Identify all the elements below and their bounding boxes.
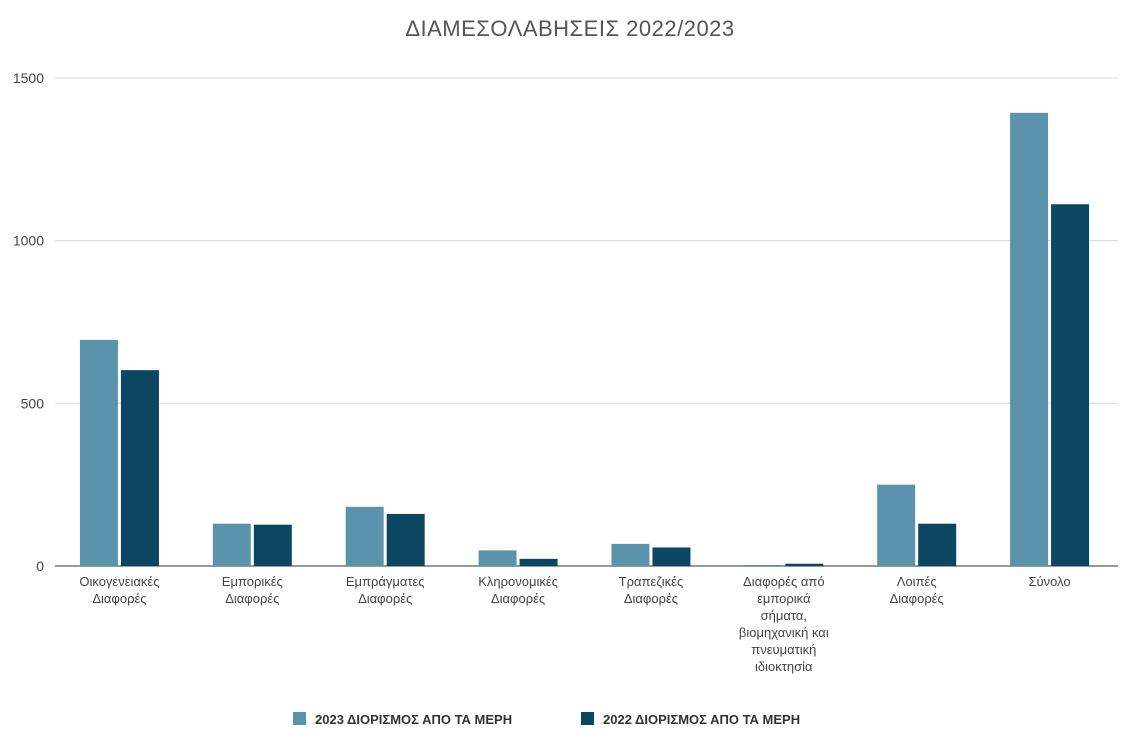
bar-series-2022: [785, 563, 824, 566]
legend-swatch: [293, 712, 306, 725]
chart-title: ΔΙΑΜΕΣΟΛΑΒΗΣΕΙΣ 2022/2023: [405, 16, 734, 41]
bar-series-2022: [918, 523, 957, 566]
x-tick-label: Εμπορικές Διαφορές: [222, 574, 283, 606]
bar-series-2022: [652, 547, 691, 566]
y-tick-label: 1000: [13, 233, 44, 249]
x-tick-label: Λοιπές Διαφορές: [890, 574, 944, 606]
legend-label: 2022 ΔΙΟΡΙΣΜΟΣ ΑΠΟ ΤΑ ΜΕΡΗ: [603, 712, 800, 727]
x-tick-label: Σύνολο: [1028, 574, 1070, 589]
bar-series-2022: [253, 524, 292, 566]
x-tick-label: Τραπεζικές Διαφορές: [619, 574, 684, 606]
x-tick-label: Διαφορές από εμπορικά σήματα, βιομηχανική κ…: [739, 574, 829, 674]
bar-series-2023: [212, 523, 251, 566]
y-tick-label: 500: [21, 395, 45, 411]
y-tick-label: 1500: [13, 70, 44, 86]
legend: 2023 ΔΙΟΡΙΣΜΟΣ ΑΠΟ ΤΑ ΜΕΡΗ 2022 ΔΙΟΡΙΣΜΟΣ…: [293, 712, 800, 727]
bar-series-2023: [744, 565, 783, 566]
bar-series-2023: [611, 543, 650, 566]
x-tick-label: Οικογενειακές Διαφορές: [79, 574, 159, 606]
x-axis-labels: Οικογενειακές Διαφορές Εμπορικές Διαφορές Εμ…: [79, 574, 1070, 674]
x-tick-label: Εμπράγματες Διαφορές: [346, 574, 425, 606]
bar-series-2023: [1010, 112, 1049, 566]
bar-series-2023: [345, 506, 384, 566]
legend-swatch: [581, 712, 594, 725]
gridlines: 0 500 1000 1500: [13, 70, 1118, 574]
bar-series-2023: [877, 484, 916, 566]
legend-label: 2023 ΔΙΟΡΙΣΜΟΣ ΑΠΟ ΤΑ ΜΕΡΗ: [315, 712, 512, 727]
bar-series-2022: [519, 558, 558, 566]
bar-series-2023: [478, 550, 517, 566]
bar-series-2022: [1051, 204, 1090, 566]
x-tick-label: Κληρονομικές Διαφορές: [478, 574, 558, 606]
bar-series-2022: [386, 513, 425, 566]
bars: [79, 112, 1090, 566]
y-tick-label: 0: [36, 558, 44, 574]
bar-series-2023: [79, 339, 118, 566]
bar-series-2022: [120, 370, 159, 566]
